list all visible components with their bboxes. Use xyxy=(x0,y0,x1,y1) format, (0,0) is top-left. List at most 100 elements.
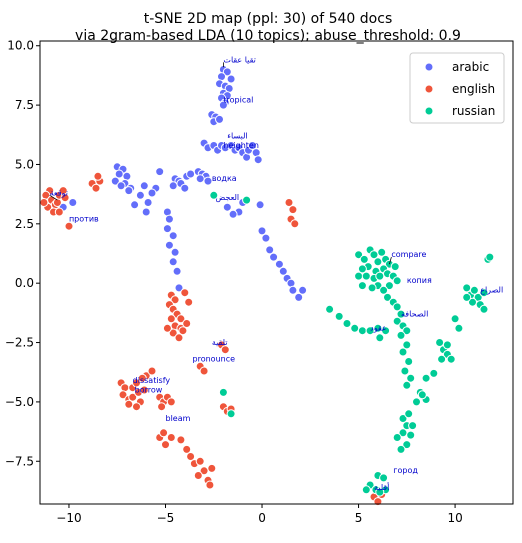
point-russian-47 xyxy=(375,333,385,343)
point-english-27 xyxy=(174,333,184,343)
point-russian-38 xyxy=(402,380,412,390)
point-russian-60 xyxy=(454,323,464,333)
legend-label-english: english xyxy=(452,82,495,96)
point-arabic-42 xyxy=(180,183,190,193)
x-tick-label-4: 10 xyxy=(447,511,462,525)
chart-title-line1: t-SNE 2D map (ppl: 30) of 540 docs xyxy=(144,11,392,27)
point-arabic-45 xyxy=(147,188,157,198)
point-russian-57 xyxy=(479,304,489,314)
point-russian-23 xyxy=(357,281,367,291)
point-english-51 xyxy=(132,402,141,412)
point-russian-77 xyxy=(392,433,402,442)
annotation-label-14: pronounce xyxy=(193,355,236,364)
legend-marker-english xyxy=(424,84,434,94)
point-arabic-67 xyxy=(170,247,180,257)
point-russian-81 xyxy=(408,421,418,431)
point-russian-32 xyxy=(396,330,406,340)
point-russian-19 xyxy=(384,281,394,291)
annotation-label-16: borrow xyxy=(135,385,163,394)
x-tick-label-2: 0 xyxy=(258,511,266,525)
point-russian-0 xyxy=(354,250,364,260)
point-russian-40 xyxy=(334,311,344,321)
x-tick-label-0: −10 xyxy=(56,511,81,525)
y-tick-label-5: 5.0 xyxy=(15,157,34,171)
point-arabic-70 xyxy=(174,283,184,293)
point-russian-92 xyxy=(242,195,252,205)
annotation-label-0: تقيا عقات xyxy=(223,55,255,64)
point-english-70 xyxy=(205,480,215,490)
point-russian-18 xyxy=(392,276,402,286)
y-tick-label-6: 7.5 xyxy=(15,98,34,112)
point-russian-15 xyxy=(375,271,385,281)
point-russian-78 xyxy=(402,440,412,450)
point-arabic-34 xyxy=(195,174,205,184)
point-arabic-58 xyxy=(116,181,126,191)
point-english-39 xyxy=(118,390,128,400)
point-russian-5 xyxy=(377,247,387,257)
annotation-label-18: город xyxy=(393,466,418,475)
y-axis: −7.5 −5.0 −2.5 0.0 2.5 5.0 7.5 10.0 xyxy=(5,39,40,468)
point-arabic-3 xyxy=(226,74,236,84)
point-english-59 xyxy=(159,428,169,438)
point-english-28 xyxy=(178,326,188,336)
annotation-label-4: водка xyxy=(212,174,237,183)
point-russian-12 xyxy=(354,271,364,281)
point-english-22 xyxy=(176,314,186,324)
point-english-62 xyxy=(182,444,192,454)
point-russian-56 xyxy=(485,252,495,262)
point-russian-21 xyxy=(367,283,377,293)
point-arabic-64 xyxy=(162,224,172,234)
annotation-label-12: عقود xyxy=(370,324,387,333)
point-english-74 xyxy=(284,198,294,207)
legend-box xyxy=(409,52,505,124)
point-arabic-74 xyxy=(222,202,232,212)
point-english-36 xyxy=(220,345,230,355)
point-english-11 xyxy=(39,198,49,207)
point-arabic-81 xyxy=(278,266,288,276)
point-russian-59 xyxy=(450,314,460,324)
point-arabic-48 xyxy=(130,200,140,210)
legend-label-arabic: arabic xyxy=(452,60,489,74)
point-english-58 xyxy=(161,440,170,450)
point-arabic-63 xyxy=(164,214,174,224)
point-russian-90 xyxy=(226,409,236,419)
point-english-50 xyxy=(137,373,147,383)
point-russian-72 xyxy=(417,390,427,400)
annotation-label-1: tropical xyxy=(223,96,253,105)
point-english-60 xyxy=(166,433,176,442)
x-tick-label-1: −5 xyxy=(157,511,175,525)
point-english-26 xyxy=(168,328,178,338)
scatter-marks xyxy=(39,65,495,507)
point-russian-33 xyxy=(402,340,412,350)
point-russian-24 xyxy=(379,285,389,295)
point-arabic-86 xyxy=(298,285,308,295)
annotation-label-8: compare xyxy=(391,250,426,259)
point-arabic-47 xyxy=(135,190,145,200)
point-arabic-69 xyxy=(172,266,182,276)
annotation-label-17: bleam xyxy=(165,414,190,423)
point-russian-48 xyxy=(462,283,472,293)
point-russian-91 xyxy=(209,190,219,200)
point-english-75 xyxy=(288,205,298,215)
point-russian-71 xyxy=(412,397,421,407)
point-arabic-50 xyxy=(141,207,151,217)
point-russian-79 xyxy=(396,444,406,454)
point-russian-34 xyxy=(398,347,408,357)
point-arabic-80 xyxy=(274,259,284,269)
point-arabic-84 xyxy=(288,285,298,295)
annotation-label-6: توقعة xyxy=(50,188,68,197)
point-english-32 xyxy=(162,323,172,333)
point-russian-89 xyxy=(218,387,228,397)
point-arabic-66 xyxy=(164,240,174,250)
point-english-15 xyxy=(93,171,103,181)
point-russian-87 xyxy=(375,487,385,497)
point-russian-67 xyxy=(429,368,439,378)
point-russian-64 xyxy=(437,354,447,364)
annotation-label-13: تلقية xyxy=(212,338,228,347)
point-english-56 xyxy=(166,397,176,407)
point-arabic-49 xyxy=(143,198,153,207)
point-russian-42 xyxy=(350,323,360,333)
y-tick-label-0: −7.5 xyxy=(5,454,34,468)
legend-marker-arabic xyxy=(424,62,434,72)
point-arabic-46 xyxy=(139,181,149,191)
